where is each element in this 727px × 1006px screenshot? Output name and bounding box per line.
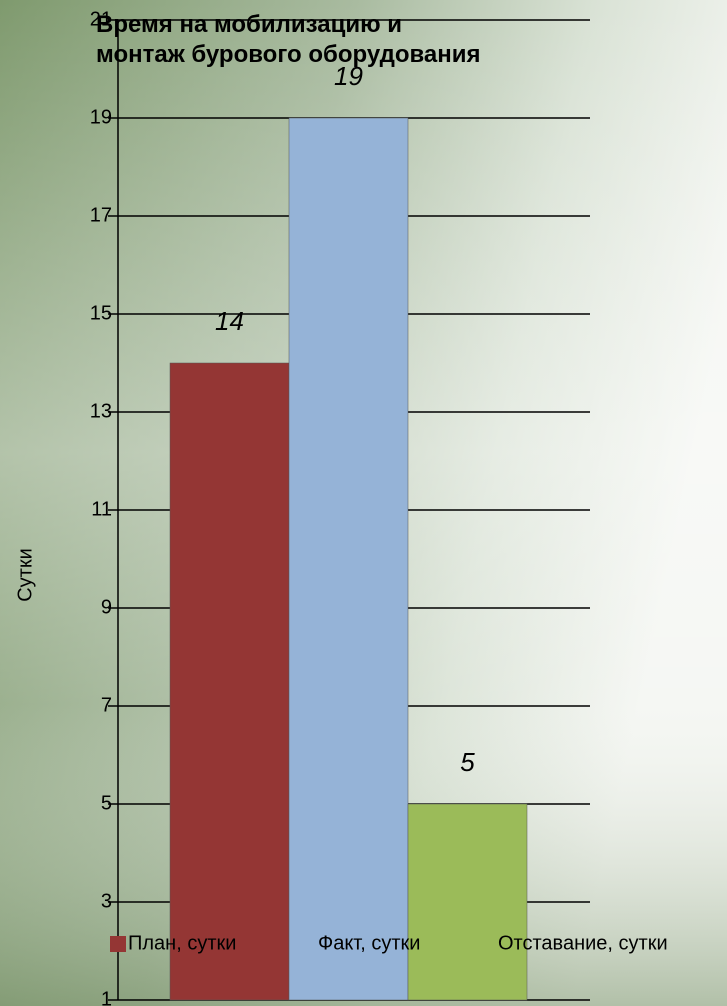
y-tick-label: 1 bbox=[101, 988, 112, 1006]
legend-label: План, сутки bbox=[128, 932, 236, 954]
y-tick-label: 3 bbox=[101, 890, 112, 912]
y-tick-label: 19 bbox=[90, 106, 112, 128]
y-tick-label: 17 bbox=[90, 204, 112, 226]
legend-swatch bbox=[300, 936, 316, 952]
y-axis-label: Сутки bbox=[14, 548, 36, 602]
y-tick-label: 13 bbox=[90, 400, 112, 422]
chart-title: Время на мобилизацию и монтаж бурового об… bbox=[96, 11, 481, 68]
y-tick-label: 21 bbox=[90, 8, 112, 30]
bar bbox=[288, 117, 409, 1001]
bar bbox=[169, 362, 290, 1001]
y-tick-label: 11 bbox=[91, 498, 112, 520]
y-tick-label: 9 bbox=[101, 596, 112, 618]
data-label: 19 bbox=[334, 61, 363, 91]
legend-label: Факт, сутки bbox=[318, 932, 420, 954]
data-label: 5 bbox=[460, 747, 475, 777]
legend-label: Отставание, сутки bbox=[498, 932, 668, 954]
legend-swatch bbox=[480, 936, 496, 952]
y-tick-label: 5 bbox=[101, 792, 112, 814]
data-label: 14 bbox=[215, 306, 244, 336]
y-tick-label: 15 bbox=[90, 302, 112, 324]
legend-swatch bbox=[110, 936, 126, 952]
bar bbox=[407, 803, 528, 1001]
y-tick-label: 7 bbox=[101, 694, 112, 716]
